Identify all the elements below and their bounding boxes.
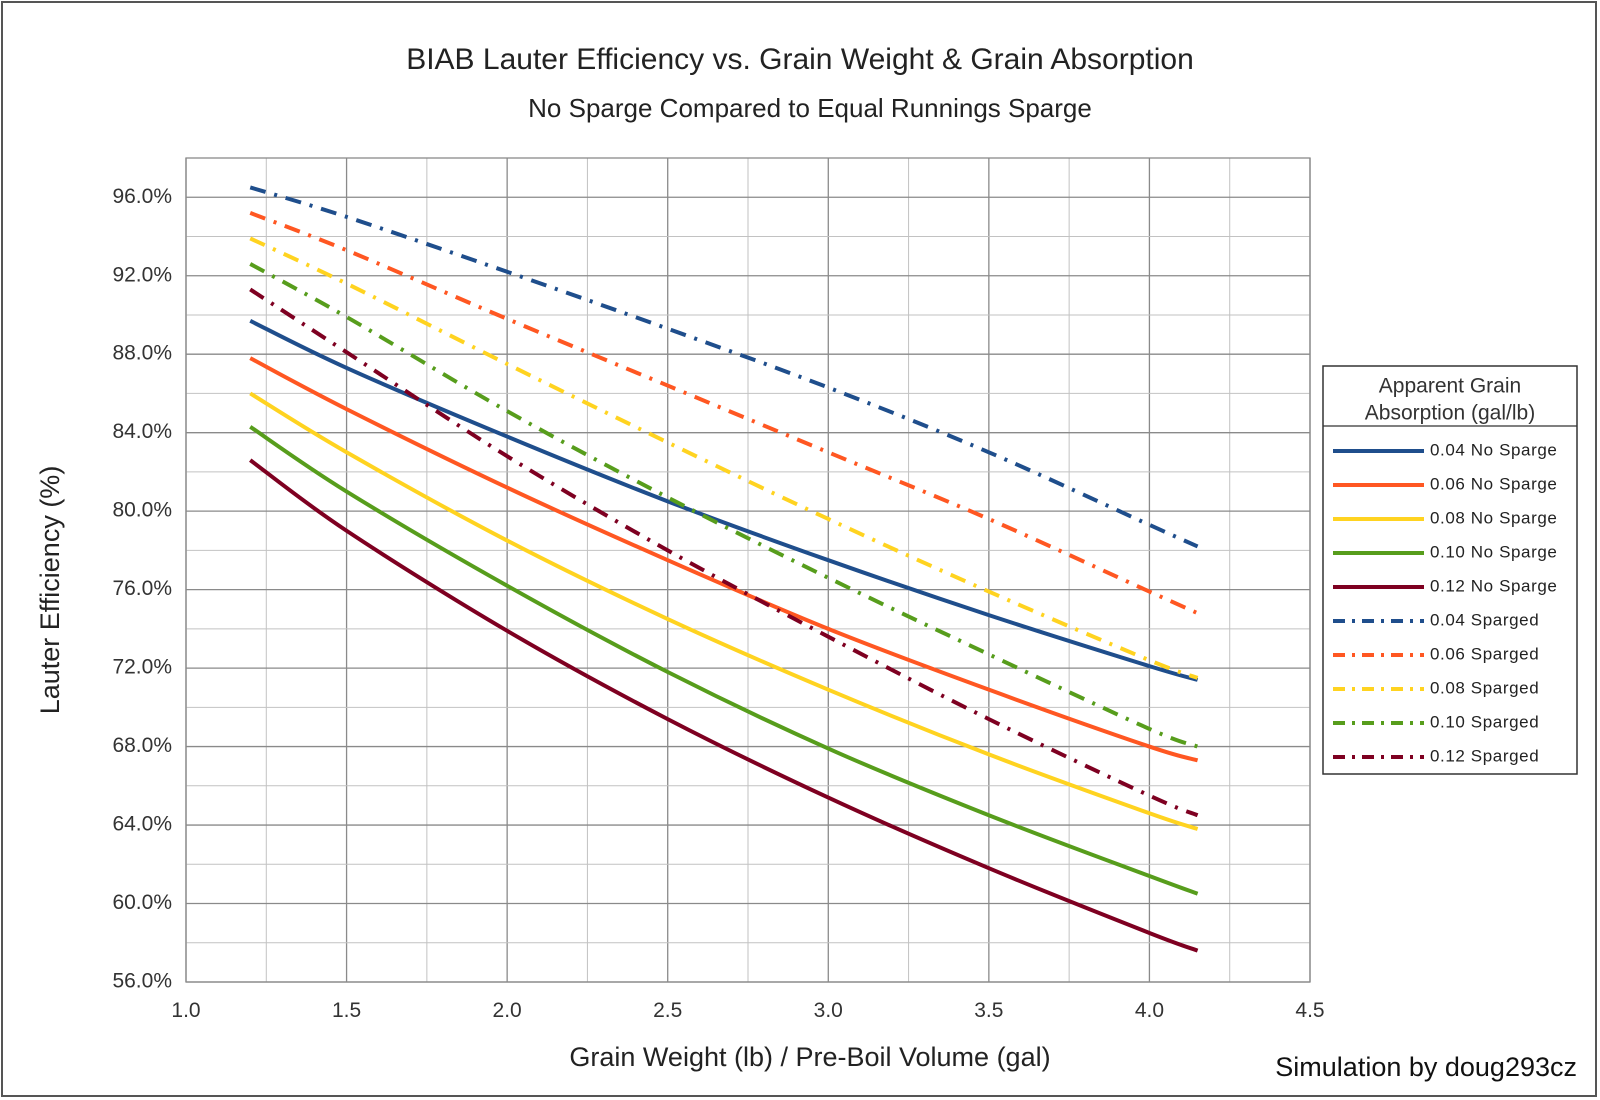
y-tick-label: 68.0% — [112, 734, 172, 757]
legend-box — [1322, 365, 1578, 775]
x-tick-label: 2.5 — [653, 999, 682, 1022]
legend-label-0-04-sparged: 0.04 Sparged — [1430, 610, 1539, 629]
x-tick-label: 3.5 — [974, 999, 1003, 1022]
legend-label-0-12-sparged: 0.12 Sparged — [1430, 746, 1539, 765]
legend-label-0-06-no-sparge: 0.06 No Sparge — [1430, 474, 1557, 493]
series-line-0-12-no-sparge — [249, 458, 1199, 953]
x-axis-label: Grain Weight (lb) / Pre-Boil Volume (gal… — [569, 1042, 1050, 1072]
legend-label-0-12-no-sparge: 0.12 No Sparge — [1430, 576, 1557, 595]
y-tick-label: 92.0% — [112, 263, 172, 286]
x-tick-labels: 1.0 1.5 2.0 2.5 3.0 3.5 4.0 4.5 — [171, 999, 1324, 1022]
x-tick-label: 1.5 — [332, 999, 361, 1022]
series-line-0-06-sparged — [249, 211, 1199, 615]
credit-text: Simulation by doug293cz — [1275, 1052, 1577, 1082]
legend-label-0-06-sparged: 0.06 Sparged — [1430, 644, 1539, 663]
x-tick-label: 4.5 — [1295, 999, 1324, 1022]
x-tick-label: 2.0 — [493, 999, 522, 1022]
y-axis-label: Lauter Efficiency (%) — [35, 466, 65, 715]
chart-title: BIAB Lauter Efficiency vs. Grain Weight … — [406, 43, 1194, 76]
legend-items: 0.04 No Sparge 0.06 No Sparge 0.08 No Spar… — [1333, 440, 1557, 765]
x-tick-label: 4.0 — [1135, 999, 1164, 1022]
series-line-0-10-no-sparge — [249, 425, 1199, 896]
y-tick-label: 76.0% — [112, 577, 172, 600]
series-line-0-04-sparged — [249, 185, 1199, 549]
legend: Apparent Grain Absorption (gal/lb) 0.04 … — [1322, 365, 1578, 775]
y-tick-labels: 56.0% 60.0% 64.0% 68.0% 72.0% 76.0% 80.0% 84.0%… — [112, 185, 172, 993]
plot-border — [185, 157, 1311, 983]
grid — [185, 157, 1311, 983]
series-lines — [249, 185, 1199, 953]
chart-subtitle: No Sparge Compared to Equal Runnings Spa… — [528, 93, 1092, 123]
legend-label-0-08-no-sparge: 0.08 No Sparge — [1430, 508, 1557, 527]
y-tick-label: 80.0% — [112, 499, 172, 522]
y-tick-label: 84.0% — [112, 420, 172, 443]
y-tick-label: 64.0% — [112, 813, 172, 836]
y-tick-label: 60.0% — [112, 891, 172, 914]
series-line-0-04-no-sparge — [249, 319, 1199, 682]
legend-label-0-04-no-sparge: 0.04 No Sparge — [1430, 440, 1557, 459]
x-tick-label: 1.0 — [171, 999, 200, 1022]
y-tick-label: 56.0% — [112, 970, 172, 993]
y-tick-label: 72.0% — [112, 656, 172, 679]
y-tick-label: 88.0% — [112, 342, 172, 365]
legend-title-line-2: Absorption (gal/lb) — [1365, 402, 1535, 425]
series-line-0-12-sparged — [249, 287, 1199, 818]
legend-label-0-08-sparged: 0.08 Sparged — [1430, 678, 1539, 697]
legend-title-line-1: Apparent Grain — [1379, 375, 1521, 398]
legend-label-0-10-sparged: 0.10 Sparged — [1430, 712, 1539, 731]
legend-label-0-10-no-sparge: 0.10 No Sparge — [1430, 542, 1557, 561]
series-line-0-06-no-sparge — [249, 356, 1199, 763]
x-tick-label: 3.0 — [814, 999, 843, 1022]
y-tick-label: 96.0% — [112, 185, 172, 208]
series-line-0-08-no-sparge — [249, 391, 1199, 831]
